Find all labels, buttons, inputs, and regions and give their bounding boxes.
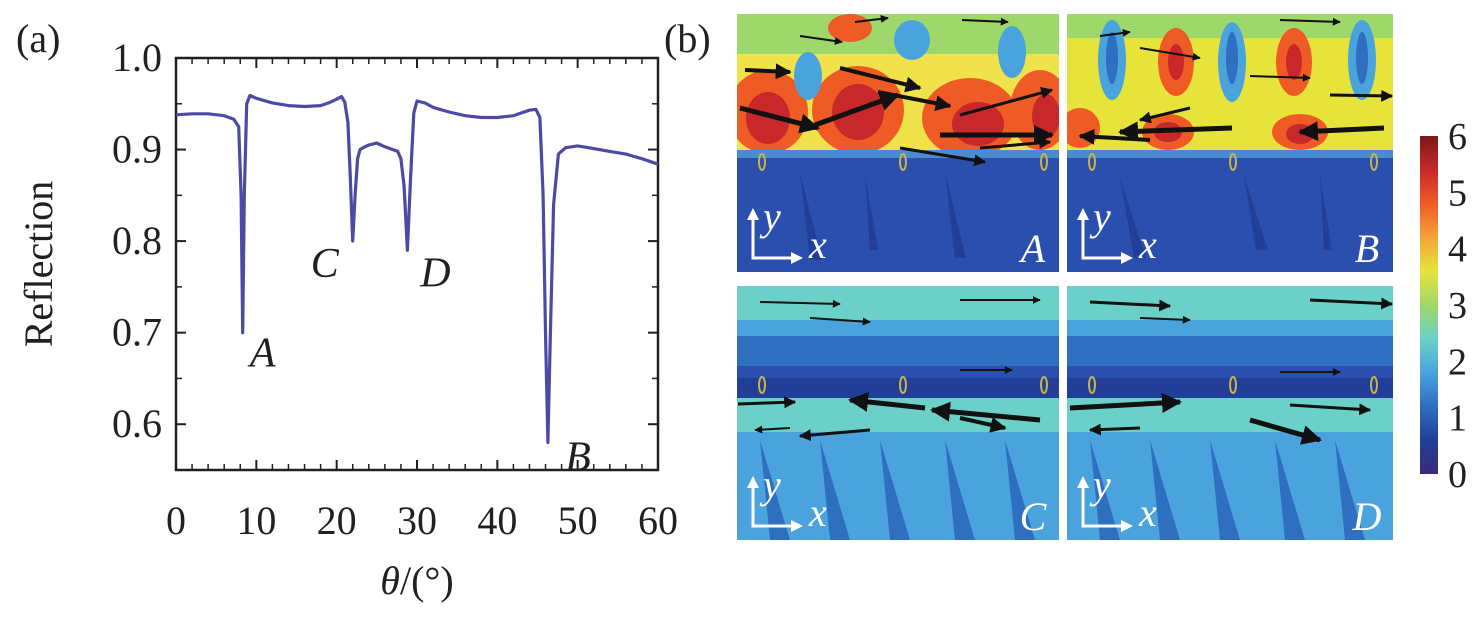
x-arrowhead-icon — [791, 252, 803, 264]
y-arrowhead-icon — [747, 208, 759, 220]
subplot-label-c: C — [1020, 494, 1048, 539]
colorbar-tick-labels: 6 5 4 3 2 1 0 — [1448, 116, 1467, 496]
x-arrowhead-icon — [1121, 252, 1133, 264]
subplot-label-a: A — [1018, 226, 1046, 271]
x-tick-labels: 0 10 20 30 40 50 60 — [166, 498, 678, 543]
y-arrowhead-icon — [1077, 476, 1089, 488]
annotation-c: C — [311, 241, 340, 287]
panel-b-field-maps: (b) — [664, 14, 1467, 540]
axis-arrows-icon — [1081, 482, 1127, 528]
panel-b-label: (b) — [664, 16, 711, 61]
x-axis-letter: x — [1138, 222, 1157, 267]
x-tick-label: 50 — [558, 498, 598, 543]
tick-marks — [175, 57, 659, 471]
colorbar-tick-label: 6 — [1448, 116, 1467, 158]
y-tick-label: 0.9 — [112, 127, 162, 172]
axis-arrows-icon — [751, 482, 797, 528]
plot-frame — [174, 56, 660, 472]
subplot-b-field-map — [1067, 14, 1393, 272]
axis-arrows-icon — [751, 214, 797, 260]
subplot-label-b: B — [1355, 226, 1379, 271]
x-arrowhead-icon — [791, 520, 803, 532]
point-annotations: A B C D — [247, 241, 591, 480]
axis-arrows-icon — [1081, 214, 1127, 260]
x-tick-label: 60 — [638, 498, 678, 543]
y-axis-letter: y — [1089, 462, 1111, 507]
y-axis-letter: y — [1089, 194, 1111, 239]
y-axis-title: Reflection — [16, 181, 61, 348]
x-axis-unit: /(°) — [400, 558, 454, 603]
y-tick-label: 0.8 — [112, 218, 162, 263]
y-axis-letter: y — [759, 462, 781, 507]
y-tick-labels: 0.6 0.7 0.8 0.9 1.0 — [112, 35, 162, 446]
y-arrowhead-icon — [747, 476, 759, 488]
subplot-d-field-map — [1067, 286, 1393, 540]
x-tick-label: 40 — [477, 498, 517, 543]
x-axis-letter: x — [808, 490, 827, 535]
x-axis-symbol: θ — [380, 558, 400, 603]
colorbar-tick-label: 3 — [1448, 285, 1467, 327]
x-tick-label: 10 — [236, 498, 276, 543]
panel-a-label: (a) — [16, 16, 60, 61]
y-tick-label: 0.6 — [112, 401, 162, 446]
subplot-c-field-map — [737, 286, 1059, 540]
panel-a-line-chart: (a) 0 10 20 30 40 50 60 0.6 0.7 0.8 0.9 1.0 A B C D R… — [16, 16, 678, 603]
annotation-b: B — [565, 435, 591, 481]
x-tick-label: 20 — [317, 498, 357, 543]
annotation-a: A — [247, 331, 276, 377]
x-tick-label: 30 — [397, 498, 437, 543]
y-axis-letter: y — [759, 194, 781, 239]
x-axis-letter: x — [1138, 490, 1157, 535]
subplot-label-d: D — [1352, 494, 1382, 539]
x-axis-letter: x — [808, 222, 827, 267]
colorbar — [1420, 136, 1438, 474]
colorbar-tick-label: 2 — [1448, 341, 1467, 383]
x-tick-label: 0 — [166, 498, 186, 543]
x-arrowhead-icon — [1121, 520, 1133, 532]
annotation-d: D — [419, 250, 450, 296]
colorbar-tick-label: 5 — [1448, 172, 1467, 214]
subplot-a-field-map — [737, 14, 1059, 272]
x-axis-title: θ/(°) — [380, 558, 453, 603]
colorbar-tick-label: 0 — [1448, 454, 1467, 496]
y-arrowhead-icon — [1077, 208, 1089, 220]
y-tick-label: 1.0 — [112, 35, 162, 80]
reflection-series-line — [175, 93, 659, 445]
y-tick-label: 0.7 — [112, 310, 162, 355]
colorbar-tick-label: 1 — [1448, 398, 1467, 440]
colorbar-tick-label: 4 — [1448, 229, 1467, 271]
